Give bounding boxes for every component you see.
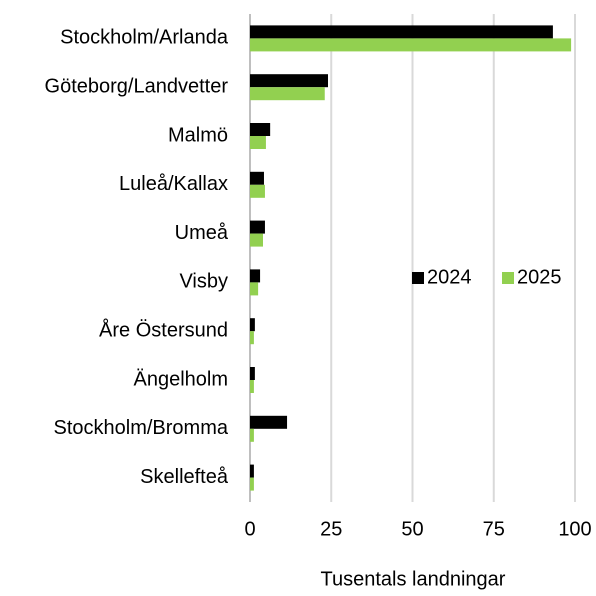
y-tick-label: Stockholm/Arlanda (60, 27, 229, 49)
bar (250, 380, 254, 393)
bar (250, 318, 255, 332)
y-tick-label: Visby (179, 271, 228, 293)
bar (250, 25, 553, 39)
x-tick-label: 0 (244, 518, 255, 540)
bar (250, 477, 254, 491)
y-tick-label: Åre Östersund (99, 318, 228, 341)
legend-label: 2024 (427, 266, 472, 288)
y-tick-label: Göteborg/Landvetter (45, 75, 229, 97)
bar (250, 233, 263, 247)
bar (250, 428, 254, 442)
bar (250, 87, 325, 101)
x-tick-label: 50 (401, 518, 423, 540)
y-tick-label: Luleå/Kallax (119, 173, 228, 195)
bar (250, 367, 255, 380)
bar (250, 74, 328, 88)
bar (250, 331, 254, 345)
bar (250, 415, 288, 429)
bar (250, 269, 261, 283)
bar (250, 171, 264, 185)
x-tick-label: 75 (483, 518, 505, 540)
x-tick-label: 25 (320, 518, 342, 540)
y-tick-label: Ängelholm (133, 368, 228, 390)
bar (250, 220, 265, 234)
legend-swatch (502, 272, 514, 284)
bar (250, 38, 572, 52)
legend-label: 2025 (517, 266, 562, 288)
bar (250, 282, 259, 296)
y-tick-label: Umeå (175, 222, 229, 244)
bar (250, 464, 254, 478)
y-tick-label: Skellefteå (140, 466, 229, 488)
bar (250, 136, 266, 149)
y-tick-label: Malmö (168, 124, 228, 146)
legend-swatch (412, 272, 424, 284)
x-tick-label: 100 (558, 518, 591, 540)
bar (250, 184, 265, 198)
bar (250, 123, 271, 136)
x-axis-title: Tusentals landningar (321, 568, 506, 590)
y-tick-label: Stockholm/Bromma (54, 417, 229, 439)
